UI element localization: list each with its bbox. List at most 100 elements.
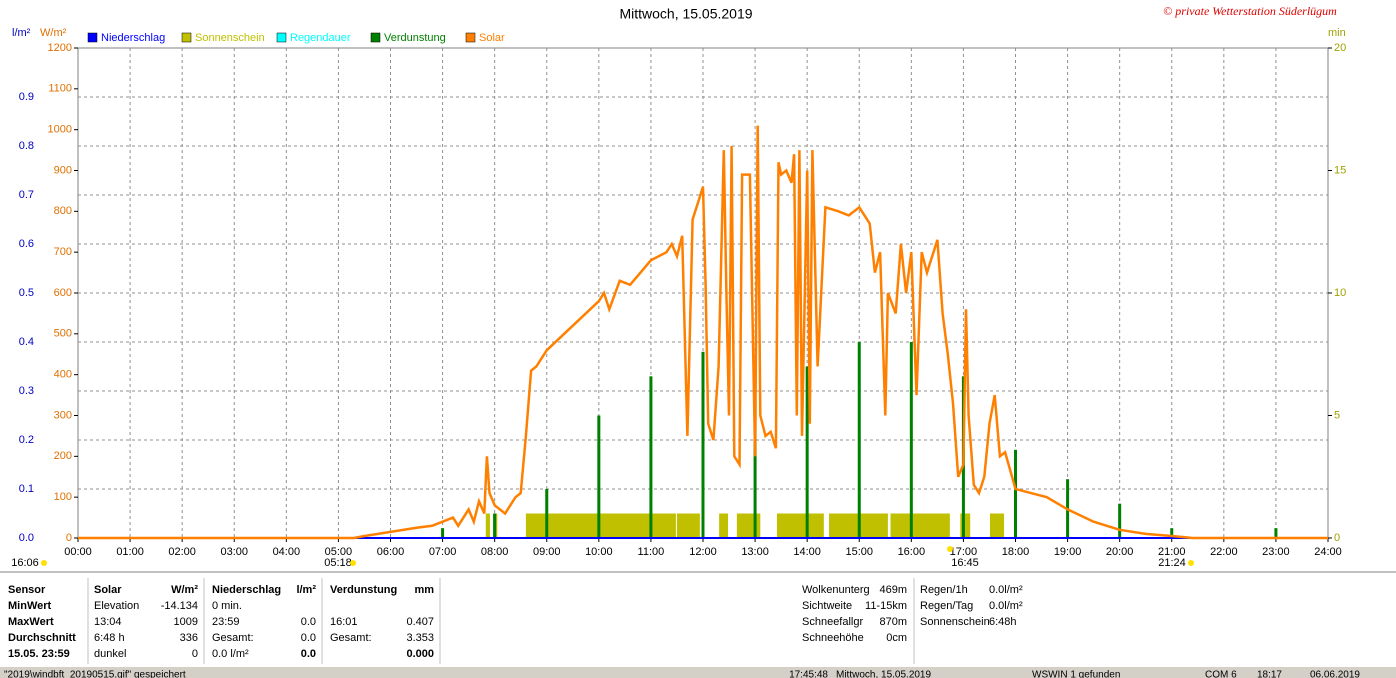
- info-value: 0.0l/m²: [989, 584, 1023, 596]
- x-tick-label: 10:00: [585, 546, 613, 558]
- y3-tick-label: 0.3: [19, 385, 34, 397]
- y-tick-label: 800: [54, 205, 72, 217]
- info-value: 469m: [879, 584, 907, 596]
- evaporation-bar: [493, 513, 497, 538]
- y3-tick-label: 0.7: [19, 189, 34, 201]
- legend-swatch: [370, 32, 381, 43]
- x-tick-label: 00:00: [64, 546, 92, 558]
- evaporation-bar: [545, 489, 549, 538]
- x-tick-label: 17:00: [950, 546, 978, 558]
- evaporation-bar: [1170, 528, 1174, 538]
- info-value: 870m: [879, 616, 907, 628]
- x-tick-label: 05:00: [325, 546, 353, 558]
- stats-cell: 0.0: [301, 632, 316, 644]
- y3-tick-label: 0.2: [19, 434, 34, 446]
- evaporation-bar: [753, 400, 757, 538]
- stats-cell: Verdunstung: [330, 584, 397, 596]
- legend-label: Sonnenschein: [195, 32, 265, 44]
- x-tick-label: 07:00: [429, 546, 457, 558]
- x-tick-label: 09:00: [533, 546, 561, 558]
- stats-cell: Gesamt:: [330, 632, 372, 644]
- chart-title: Mittwoch, 15.05.2019: [619, 6, 752, 22]
- status-text: WSWIN 1 gefunden: [1032, 670, 1120, 678]
- evaporation-bar: [597, 415, 601, 538]
- stats-cell: Gesamt:: [212, 632, 254, 644]
- copyright: © private Wetterstation Süderlügum: [1163, 4, 1337, 18]
- stats-cell: 0 min.: [212, 600, 242, 612]
- x-tick-label: 03:00: [220, 546, 248, 558]
- y-tick-label: 700: [54, 246, 72, 258]
- x-tick-label: 19:00: [1054, 546, 1082, 558]
- y3-tick-label: 0.4: [19, 336, 34, 348]
- sunshine-bar: [776, 513, 824, 538]
- sun-marker: 21:24: [1158, 557, 1186, 569]
- stats-cell: 23:59: [212, 616, 240, 628]
- evaporation-bar: [1118, 503, 1122, 538]
- y3-tick-label: 0.9: [19, 91, 34, 103]
- y-label: W/m²: [40, 27, 67, 39]
- y2-tick-label: 0: [1334, 532, 1340, 544]
- marker-dot: [947, 546, 953, 552]
- evaporation-bar: [805, 366, 809, 538]
- stats-cell: 16:01: [330, 616, 358, 628]
- y-tick-label: 200: [54, 450, 72, 462]
- stats-cell: l/m²: [296, 584, 316, 596]
- x-tick-label: 23:00: [1262, 546, 1290, 558]
- x-tick-label: 08:00: [481, 546, 509, 558]
- info-label: Wolkenunterg: [802, 584, 870, 596]
- evaporation-bar: [857, 342, 861, 538]
- y2-tick-label: 10: [1334, 287, 1346, 299]
- stats-cell: Durchschnitt: [8, 632, 76, 644]
- status-bar: [0, 667, 1396, 678]
- sunshine-bar: [736, 513, 761, 538]
- sun-marker: 05:18: [324, 557, 352, 569]
- info-label: Schneefallgr: [802, 616, 863, 628]
- stats-cell: 0: [192, 648, 198, 660]
- legend-label: Verdunstung: [384, 32, 446, 44]
- stats-cell: mm: [414, 584, 434, 596]
- evaporation-bar: [701, 351, 705, 538]
- sunshine-bar: [989, 513, 1005, 538]
- status-text: 06.06.2019: [1310, 670, 1360, 678]
- info-value: 11-15km: [865, 600, 907, 612]
- x-tick-label: 15:00: [845, 546, 873, 558]
- sunshine-bar: [485, 513, 490, 538]
- y3-tick-label: 0.1: [19, 483, 34, 495]
- x-tick-label: 21:00: [1158, 546, 1186, 558]
- marker-dot: [350, 560, 356, 566]
- x-tick-label: 06:00: [377, 546, 405, 558]
- stats-cell: Elevation: [94, 600, 139, 612]
- evaporation-bar: [1274, 528, 1278, 538]
- stats-cell: 0.407: [406, 616, 434, 628]
- marker-dot: [1188, 560, 1194, 566]
- info-label: Sonnenschein: [920, 616, 990, 628]
- y2-label: min: [1328, 27, 1346, 39]
- stats-cell: 13:04: [94, 616, 122, 628]
- evaporation-bar: [441, 528, 445, 538]
- stats-cell: -14.134: [161, 600, 198, 612]
- y3-tick-label: 0.8: [19, 140, 34, 152]
- y2-tick-label: 5: [1334, 409, 1340, 421]
- info-value: 0cm: [886, 632, 907, 644]
- status-text: COM 6: [1205, 670, 1237, 678]
- info-label: Regen/1h: [920, 584, 968, 596]
- stats-cell: dunkel: [94, 648, 126, 660]
- info-label: Regen/Tag: [920, 600, 973, 612]
- x-tick-label: 02:00: [168, 546, 196, 558]
- y3-tick-label: 0.5: [19, 287, 34, 299]
- x-tick-label: 13:00: [741, 546, 769, 558]
- sunshine-bar: [525, 513, 676, 538]
- legend-swatch: [87, 32, 98, 43]
- y-tick-label: 400: [54, 369, 72, 381]
- info-value: 0.0l/m²: [989, 600, 1023, 612]
- status-text: "2019\windbft_20190515.gif" gespeichert: [4, 670, 186, 678]
- x-tick-label: 14:00: [793, 546, 821, 558]
- info-label: Sichtweite: [802, 600, 852, 612]
- stats-cell: 0.0 l/m²: [212, 648, 249, 660]
- y3-label: l/m²: [12, 27, 31, 39]
- info-label: Schneehöhe: [802, 632, 864, 644]
- stats-cell: W/m²: [171, 584, 198, 596]
- sun-marker: 16:45: [951, 557, 979, 569]
- marker-dot: [41, 560, 47, 566]
